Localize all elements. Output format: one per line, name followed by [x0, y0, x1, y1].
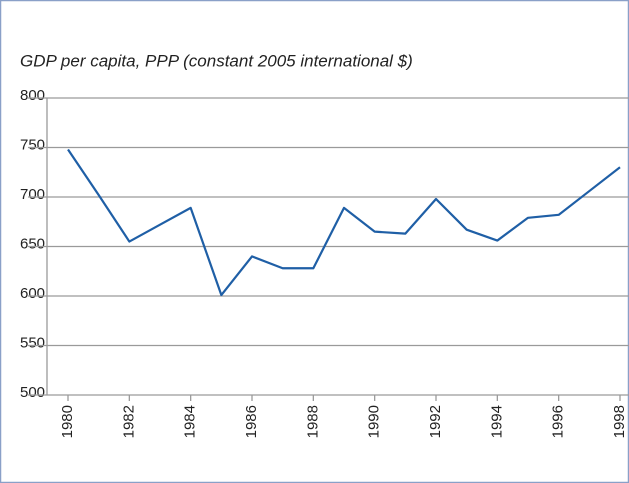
y-tick-label: 750 [20, 136, 45, 153]
x-tick-label: 1988 [304, 405, 321, 438]
x-tick-label: 1984 [182, 405, 199, 438]
x-tick-label: 1986 [243, 405, 260, 438]
y-tick-label: 800 [20, 87, 45, 104]
x-tick-label: 1992 [427, 405, 444, 438]
x-tick-label: 1996 [550, 405, 567, 438]
x-tick-label: 1980 [59, 405, 76, 438]
x-tick-label: 1982 [120, 405, 137, 438]
y-tick-label: 700 [20, 186, 45, 203]
x-tick-label: 1998 [611, 405, 628, 438]
chart-title: GDP per capita, PPP (constant 2005 inter… [20, 51, 413, 70]
y-tick-label: 550 [20, 334, 45, 351]
x-tick-label: 1990 [366, 405, 383, 438]
y-tick-label: 650 [20, 235, 45, 252]
x-tick-label: 1994 [488, 405, 505, 438]
y-tick-label: 600 [20, 285, 45, 302]
y-tick-label: 500 [20, 384, 45, 401]
line-series [67, 148, 621, 297]
